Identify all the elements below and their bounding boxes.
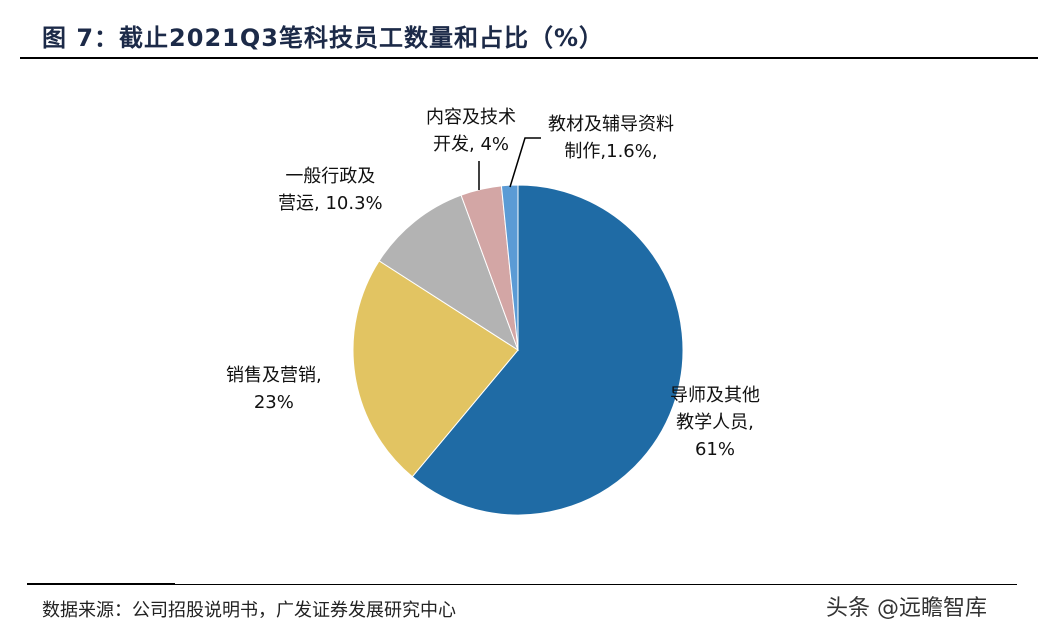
label-line: 一般行政及 [285,166,376,187]
label-line: 教材及辅导资料 [548,114,674,135]
source-divider [27,584,1017,585]
leader-line-materials [509,137,541,188]
label-materials: 教材及辅导资料 制作,1.6%, [548,111,674,165]
label-tutors: 导师及其他 教学人员, 61% [670,382,760,463]
label-line: 23% [253,392,294,413]
pie-slice-0 [411,184,684,516]
label-line: 开发, 4% [433,134,509,155]
watermark: 头条 @远瞻智库 [826,596,987,621]
label-line: 制作,1.6%, [564,141,658,162]
source-note: 数据来源：公司招股说明书，广发证券发展研究中心 [42,600,456,621]
label-content-tech: 内容及技术 开发, 4% [426,104,516,158]
label-admin: 一般行政及 营运, 10.3% [278,163,383,217]
title-divider [20,57,1038,59]
label-sales: 销售及营销, 23% [226,362,322,416]
label-line: 61% [694,439,735,460]
label-line: 教学人员, [676,412,754,433]
label-line: 内容及技术 [426,107,516,128]
pie-slice-2 [378,194,519,352]
label-line: 导师及其他 [670,385,760,406]
source-divider-accent [27,583,175,585]
label-line: 销售及营销, [226,365,322,386]
pie-slice-1 [352,260,519,478]
pie-slice-4 [500,184,519,351]
label-line: 营运, 10.3% [278,193,383,214]
figure-title: 图 7：截止2021Q3笔科技员工数量和占比（%） [42,24,604,52]
